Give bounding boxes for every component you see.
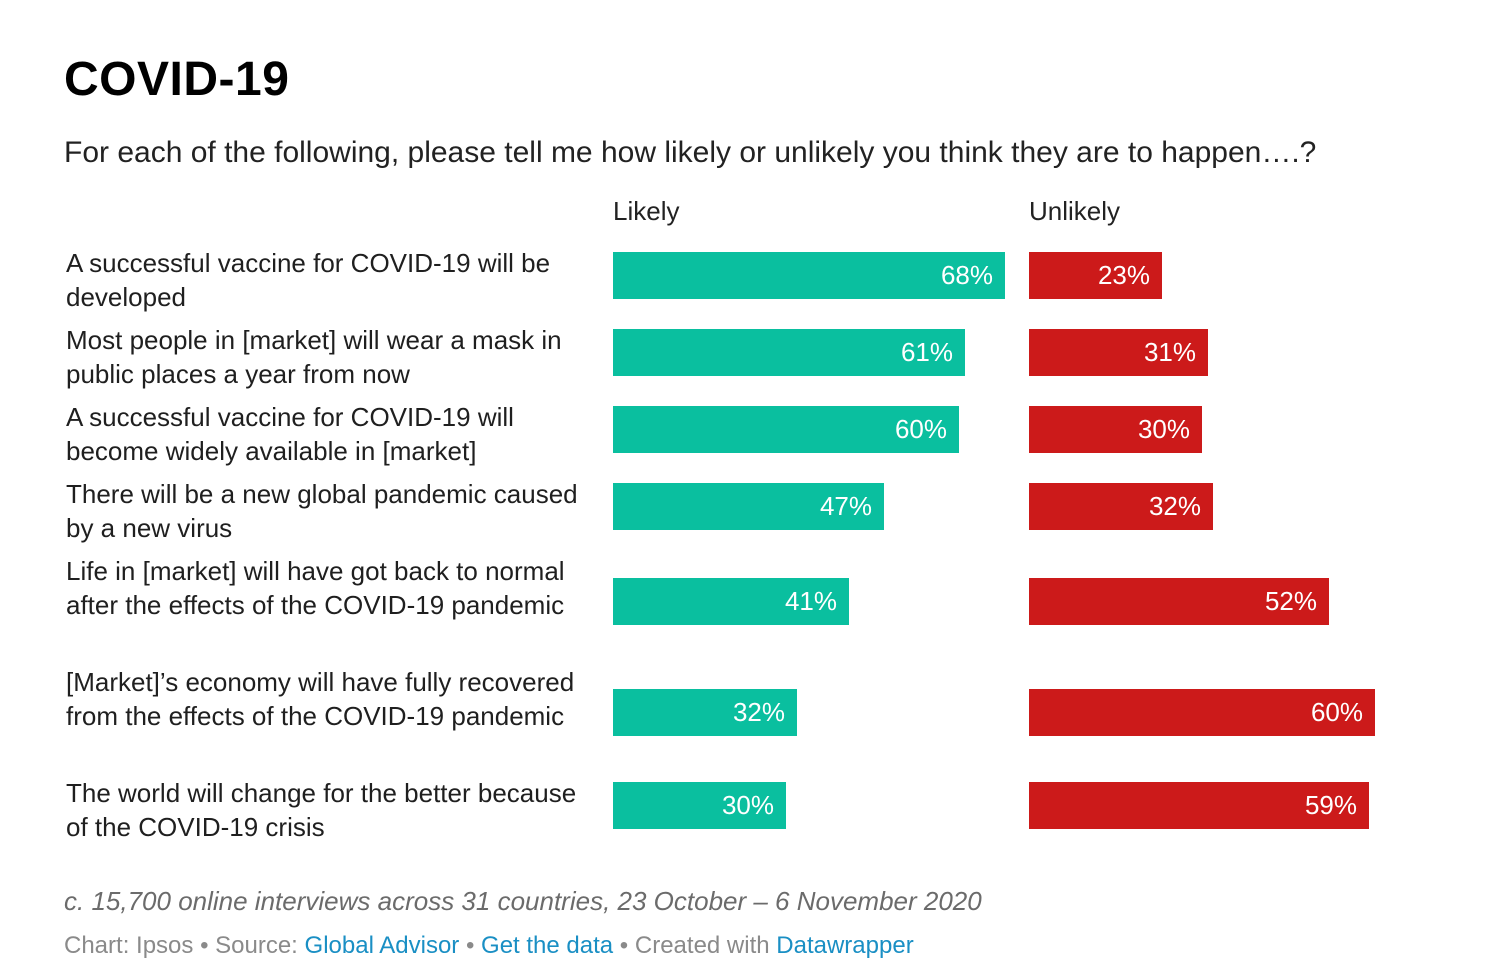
bar-unlikely: 23% — [1029, 252, 1162, 299]
credit-source-label: Source: — [215, 932, 298, 959]
chart-footnote: c. 15,700 online interviews across 31 co… — [64, 886, 982, 916]
bar-value-label: 47% — [819, 491, 872, 521]
credit-separator: • — [619, 932, 629, 959]
category-label: A successful vaccine for COVID-19 will b… — [66, 402, 514, 466]
credit-separator: • — [465, 932, 475, 959]
bar-likely: 68% — [613, 252, 1005, 299]
category-label: [Market]’s economy will have fully recov… — [66, 667, 575, 731]
bar-unlikely: 59% — [1029, 782, 1369, 829]
bar-unlikely: 30% — [1029, 406, 1202, 453]
bar-unlikely: 32% — [1029, 483, 1213, 530]
credit-created-label: Created with — [634, 932, 770, 959]
chart-credits: Chart: Ipsos • Source: Global Advisor • … — [64, 932, 914, 960]
bar-value-label: 32% — [732, 697, 785, 727]
category-label: The world will change for the better bec… — [66, 778, 577, 842]
bar-likely: 30% — [613, 782, 786, 829]
category-label: A successful vaccine for COVID-19 will b… — [66, 248, 551, 312]
bar-value-label: 52% — [1264, 586, 1317, 616]
bar-value-label: 23% — [1097, 260, 1150, 290]
bar-value-label: 30% — [1137, 414, 1190, 444]
bar-likely: 61% — [613, 329, 965, 376]
chart-subtitle: For each of the following, please tell m… — [64, 136, 1317, 169]
bar-value-label: 59% — [1304, 790, 1357, 820]
chart-title: COVID-19 — [64, 53, 290, 106]
get-data-link[interactable]: Get the data — [481, 932, 614, 959]
source-link[interactable]: Global Advisor — [304, 932, 460, 959]
credit-separator: • — [200, 932, 209, 959]
series-header-unlikely: Unlikely — [1029, 196, 1121, 226]
category-label: Life in [market] will have got back to n… — [66, 556, 565, 620]
bar-value-label: 60% — [894, 414, 947, 444]
bar-value-label: 41% — [784, 586, 837, 616]
datawrapper-link[interactable]: Datawrapper — [776, 932, 914, 959]
category-label: Most people in [market] will wear a mask… — [66, 325, 562, 389]
bar-value-label: 60% — [1310, 697, 1363, 727]
bar-likely: 32% — [613, 689, 797, 736]
bar-likely: 41% — [613, 578, 849, 625]
bar-unlikely: 60% — [1029, 689, 1375, 736]
bar-value-label: 31% — [1143, 337, 1196, 367]
bar-unlikely: 52% — [1029, 578, 1329, 625]
credit-chart: Chart: Ipsos — [64, 932, 194, 959]
bar-value-label: 30% — [721, 790, 774, 820]
category-label: There will be a new global pandemic caus… — [66, 479, 578, 543]
bar-likely: 60% — [613, 406, 959, 453]
series-header-likely: Likely — [613, 196, 680, 226]
bar-value-label: 61% — [900, 337, 953, 367]
bar-likely: 47% — [613, 483, 884, 530]
bar-value-label: 32% — [1148, 491, 1201, 521]
bar-value-label: 68% — [940, 260, 993, 290]
bar-unlikely: 31% — [1029, 329, 1208, 376]
